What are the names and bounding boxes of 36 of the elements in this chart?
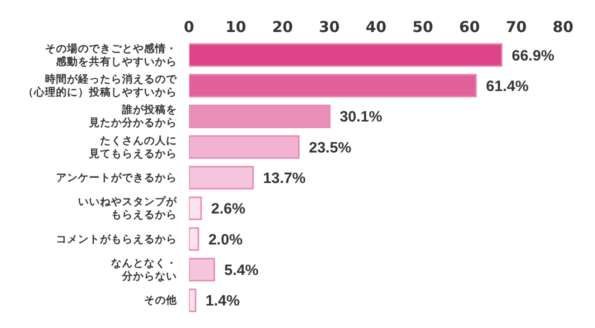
x-tick-label: 40	[366, 18, 386, 36]
y-tick-label: その場のできごとや感情・感動を共有しやすいから	[45, 42, 177, 68]
y-tick-label: たくさんの人に見てもらえるから	[88, 134, 177, 160]
y-tick-label: なんとなく・分からない	[111, 257, 177, 282]
x-tick-label: 70	[506, 18, 527, 36]
x-tick-label: 60	[459, 18, 480, 36]
y-tick-label: 時間が経ったら消えるので（心理的に）投稿しやすいから	[23, 72, 178, 98]
bar	[189, 166, 254, 190]
bar	[189, 288, 196, 312]
bar	[189, 104, 330, 128]
data-label: 2.0%	[208, 231, 243, 248]
x-tick-label: 10	[225, 18, 246, 36]
bar	[189, 74, 477, 98]
bar	[189, 43, 503, 67]
data-label: 5.4%	[224, 262, 258, 279]
data-label: 1.4%	[206, 292, 240, 310]
bar	[189, 135, 300, 159]
y-tick-label: アンケートができるから	[56, 172, 177, 184]
bar	[189, 258, 215, 282]
y-tick-label: 誰が投稿を見たか分かるから	[88, 103, 177, 130]
data-label: 2.6%	[211, 200, 246, 218]
y-tick-label: コメントがもらえるから	[56, 233, 177, 246]
x-tick-label: 0	[184, 18, 194, 36]
x-tick-label: 80	[552, 18, 574, 36]
data-label: 61.4%	[486, 78, 529, 95]
data-label: 66.9%	[512, 47, 554, 64]
x-tick-label: 50	[412, 18, 434, 36]
data-label: 23.5%	[308, 139, 352, 156]
bar	[189, 196, 202, 220]
y-tick-label: いいねやスタンプがもらえるから	[78, 195, 178, 222]
data-label: 13.7%	[263, 170, 306, 187]
x-tick-label: 20	[272, 18, 293, 36]
bar	[189, 227, 200, 251]
data-label: 30.1%	[340, 108, 382, 126]
x-tick-label: 30	[318, 18, 340, 36]
y-tick-label: その他	[144, 294, 178, 307]
